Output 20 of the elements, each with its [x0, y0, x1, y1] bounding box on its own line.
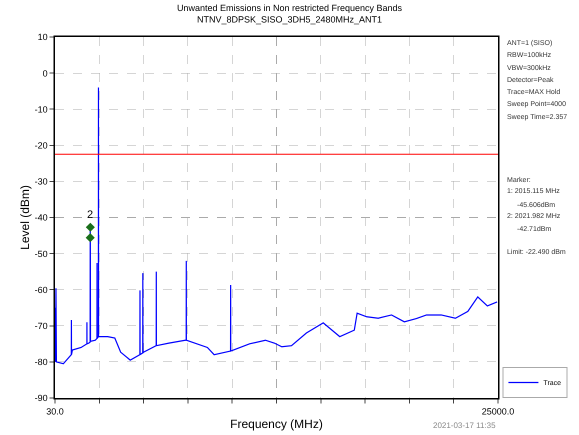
text: 2021-03-17 11:35 — [433, 421, 496, 430]
y-tick-label: -60 — [34, 284, 48, 295]
y-tick-label: 10 — [38, 32, 48, 42]
y-tick-label: -10 — [34, 104, 48, 114]
y-tick-label: -80 — [34, 357, 48, 368]
line-series — [55, 86, 498, 364]
y-tick-label: -20 — [34, 140, 48, 150]
y-axis-title: Level (dBm) — [18, 185, 32, 250]
y-tick-label: -30 — [34, 176, 48, 187]
y-tick-label: -50 — [34, 248, 48, 259]
annotation: 2 — [87, 209, 94, 221]
y-tick-label: -90 — [34, 393, 48, 404]
x-axis-title: Frequency (MHz) — [230, 416, 323, 431]
chart-title: Unwanted Emissions in Non restricted Frequency Bands — [176, 2, 403, 13]
y-tick-label: 0 — [42, 68, 48, 78]
y-tick-label: -40 — [34, 212, 48, 223]
x-tick-label: 30.0 — [46, 406, 64, 416]
x-tick-label: 25000.0 — [482, 406, 514, 416]
y-tick-label: -70 — [34, 320, 48, 331]
chart-subtitle: NTNV_8DPSK_SISO_3DH5_2480MHz_ANT1 — [196, 14, 382, 25]
